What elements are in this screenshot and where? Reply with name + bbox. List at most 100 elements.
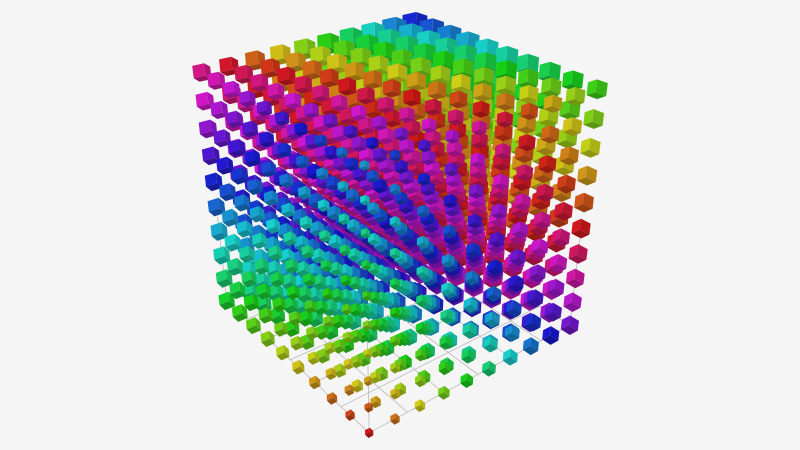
data-point[interactable]: [366, 169, 379, 183]
data-point[interactable]: [463, 297, 478, 313]
data-point[interactable]: [519, 84, 539, 104]
data-point[interactable]: [307, 351, 320, 365]
data-point[interactable]: [586, 79, 608, 100]
data-point[interactable]: [279, 173, 294, 189]
data-point[interactable]: [421, 150, 436, 166]
data-point[interactable]: [544, 302, 562, 322]
data-point[interactable]: [560, 315, 579, 336]
data-point[interactable]: [471, 120, 487, 136]
data-point[interactable]: [323, 113, 338, 129]
data-point[interactable]: [338, 77, 357, 96]
data-point[interactable]: [462, 323, 476, 339]
data-point[interactable]: [210, 101, 229, 119]
data-point[interactable]: [424, 129, 441, 147]
data-point[interactable]: [466, 242, 481, 258]
data-point[interactable]: [241, 270, 257, 288]
data-point[interactable]: [201, 146, 221, 166]
data-point[interactable]: [417, 204, 430, 218]
data-point[interactable]: [306, 326, 318, 340]
data-point[interactable]: [207, 71, 226, 90]
data-point[interactable]: [394, 127, 408, 142]
data-point[interactable]: [339, 244, 351, 257]
data-point[interactable]: [367, 201, 380, 215]
data-point[interactable]: [350, 329, 362, 343]
data-point[interactable]: [421, 117, 437, 133]
data-point[interactable]: [369, 318, 381, 332]
data-point[interactable]: [276, 66, 296, 86]
data-point[interactable]: [482, 360, 496, 377]
data-point[interactable]: [312, 84, 330, 103]
data-point[interactable]: [417, 172, 430, 186]
data-point[interactable]: [440, 309, 453, 324]
data-point[interactable]: [351, 136, 367, 152]
data-point[interactable]: [283, 231, 297, 246]
data-point[interactable]: [299, 215, 313, 230]
data-point[interactable]: [303, 272, 316, 287]
data-point[interactable]: [198, 119, 218, 139]
data-point[interactable]: [390, 306, 401, 319]
data-point[interactable]: [370, 370, 381, 384]
data-point[interactable]: [233, 194, 251, 212]
data-point[interactable]: [399, 106, 415, 123]
data-point[interactable]: [473, 83, 493, 102]
data-point[interactable]: [298, 310, 313, 327]
data-point[interactable]: [236, 220, 253, 238]
data-point[interactable]: [414, 399, 426, 412]
data-point[interactable]: [445, 129, 460, 144]
data-point[interactable]: [229, 281, 246, 300]
data-point[interactable]: [465, 270, 479, 286]
data-point[interactable]: [225, 110, 243, 128]
data-point[interactable]: [346, 218, 360, 233]
data-point[interactable]: [427, 81, 447, 100]
data-point[interactable]: [316, 167, 329, 181]
data-point[interactable]: [571, 218, 591, 239]
data-point[interactable]: [416, 294, 428, 308]
data-point[interactable]: [559, 146, 579, 166]
data-point[interactable]: [250, 73, 269, 92]
data-point[interactable]: [531, 238, 549, 257]
data-point[interactable]: [309, 375, 321, 390]
data-point[interactable]: [467, 213, 482, 229]
data-point[interactable]: [390, 388, 400, 400]
data-point[interactable]: [424, 98, 442, 116]
data-point[interactable]: [244, 150, 261, 167]
data-point[interactable]: [331, 94, 348, 112]
data-point[interactable]: [357, 86, 375, 105]
data-point[interactable]: [363, 348, 373, 359]
data-point[interactable]: [486, 285, 502, 302]
data-point[interactable]: [541, 77, 562, 98]
data-point[interactable]: [346, 188, 359, 203]
data-point[interactable]: [267, 82, 285, 101]
data-point[interactable]: [403, 88, 421, 107]
data-point[interactable]: [510, 248, 527, 266]
data-point[interactable]: [337, 180, 349, 193]
data-point[interactable]: [296, 154, 310, 169]
data-point[interactable]: [204, 172, 223, 192]
data-point[interactable]: [277, 142, 292, 158]
data-point[interactable]: [502, 348, 518, 366]
data-point[interactable]: [441, 253, 455, 268]
data-point[interactable]: [366, 136, 379, 150]
data-point[interactable]: [288, 311, 302, 326]
data-point[interactable]: [224, 233, 241, 252]
data-point[interactable]: [474, 52, 497, 74]
data-point[interactable]: [526, 289, 544, 308]
data-point[interactable]: [415, 374, 426, 388]
data-point[interactable]: [496, 111, 514, 128]
data-point[interactable]: [382, 79, 401, 98]
data-point[interactable]: [359, 160, 370, 171]
data-point[interactable]: [304, 299, 317, 314]
data-point[interactable]: [234, 65, 254, 84]
data-point[interactable]: [216, 156, 234, 175]
data-point[interactable]: [343, 358, 354, 370]
data-point[interactable]: [195, 91, 215, 111]
data-point[interactable]: [389, 247, 401, 260]
data-point[interactable]: [294, 122, 308, 137]
data-point[interactable]: [215, 269, 233, 288]
data-point[interactable]: [254, 258, 270, 275]
data-point[interactable]: [301, 244, 314, 259]
data-point[interactable]: [267, 283, 284, 302]
data-point[interactable]: [303, 102, 319, 119]
data-point[interactable]: [491, 203, 507, 220]
data-point[interactable]: [251, 232, 267, 249]
